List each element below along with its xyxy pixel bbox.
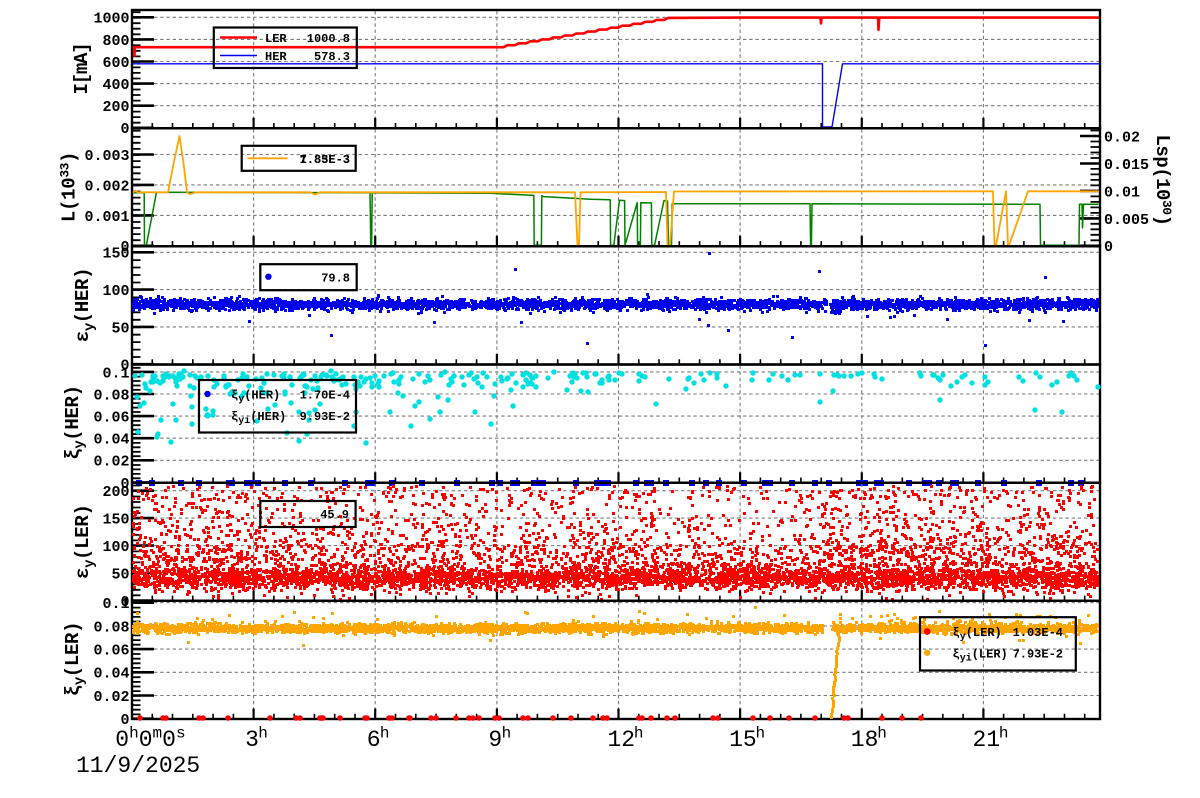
svg-text:0.06: 0.06: [93, 643, 129, 660]
svg-text:100: 100: [102, 539, 129, 556]
svg-text:79.8: 79.8: [321, 271, 350, 285]
svg-text:0: 0: [120, 712, 129, 729]
svg-text:1.83E-3: 1.83E-3: [300, 153, 350, 167]
svg-text:0: 0: [120, 476, 129, 493]
svg-text:6: 6: [367, 727, 381, 753]
svg-text:50: 50: [111, 320, 129, 337]
svg-text:0: 0: [120, 121, 129, 138]
svg-text:578.3: 578.3: [314, 50, 350, 64]
svg-text:h: h: [634, 725, 644, 743]
svg-text:3: 3: [245, 727, 259, 753]
svg-text:0: 0: [1104, 239, 1113, 256]
svg-text:21: 21: [973, 727, 1001, 753]
svg-text:h: h: [877, 725, 887, 743]
svg-text:12: 12: [608, 727, 636, 753]
svg-text:h: h: [380, 725, 390, 743]
svg-text:600: 600: [102, 55, 129, 72]
svg-text:0: 0: [120, 358, 129, 375]
svg-text:0.002: 0.002: [84, 178, 129, 195]
svg-text:50: 50: [111, 566, 129, 583]
svg-text:150: 150: [102, 246, 129, 263]
svg-text:0.1: 0.1: [102, 596, 129, 613]
svg-text:0.04: 0.04: [93, 432, 129, 449]
svg-text:7.93E-2: 7.93E-2: [1013, 647, 1063, 661]
svg-text:0.02: 0.02: [93, 454, 129, 471]
svg-text:0.005: 0.005: [1104, 212, 1149, 229]
svg-text:I[mA]: I[mA]: [71, 43, 93, 94]
svg-text:h: h: [756, 725, 766, 743]
svg-text:0.003: 0.003: [84, 148, 129, 165]
svg-text:ξy(HER): ξy(HER): [231, 389, 280, 406]
svg-text:150: 150: [102, 512, 129, 529]
svg-text:ξy(LER): ξy(LER): [953, 626, 1002, 643]
svg-text:18: 18: [851, 727, 879, 753]
svg-text:7.85E-3: 7.85E-3: [300, 153, 350, 167]
svg-text:0.06: 0.06: [93, 410, 129, 427]
svg-text:0.02: 0.02: [93, 689, 129, 706]
svg-text:L(1033): L(1033): [58, 152, 81, 222]
svg-text:0.08: 0.08: [93, 619, 129, 636]
svg-text:0: 0: [120, 239, 129, 256]
svg-text:11/9/2025: 11/9/2025: [76, 753, 200, 779]
svg-text:1000: 1000: [93, 11, 129, 28]
svg-text:0h0m0s: 0h0m0s: [115, 725, 185, 753]
svg-text:h: h: [502, 725, 512, 743]
svg-text:9: 9: [488, 727, 502, 753]
svg-text:100: 100: [102, 283, 129, 300]
svg-text:15: 15: [729, 727, 757, 753]
svg-text:400: 400: [102, 77, 129, 94]
svg-text:1.70E-4: 1.70E-4: [300, 389, 350, 403]
svg-text:h: h: [999, 725, 1009, 743]
svg-text:1000.8: 1000.8: [307, 32, 350, 46]
svg-text:h: h: [258, 725, 268, 743]
svg-text:9.93E-2: 9.93E-2: [300, 410, 350, 424]
svg-text:200: 200: [102, 99, 129, 116]
svg-text:0.001: 0.001: [84, 209, 129, 226]
svg-text:0.08: 0.08: [93, 387, 129, 404]
svg-text:0.01: 0.01: [1104, 184, 1140, 201]
svg-text:45.9: 45.9: [320, 508, 349, 522]
svg-text:0.04: 0.04: [93, 666, 129, 683]
svg-text:HER: HER: [265, 50, 287, 64]
svg-text:0.1: 0.1: [102, 365, 129, 382]
svg-text:800: 800: [102, 33, 129, 50]
svg-text:1.03E-4: 1.03E-4: [1013, 626, 1063, 640]
svg-text:200: 200: [102, 484, 129, 501]
svg-text:LER: LER: [265, 32, 287, 46]
svg-text:0: 0: [120, 594, 129, 611]
svg-text:0.02: 0.02: [1104, 129, 1140, 146]
svg-text:0.015: 0.015: [1104, 157, 1149, 174]
